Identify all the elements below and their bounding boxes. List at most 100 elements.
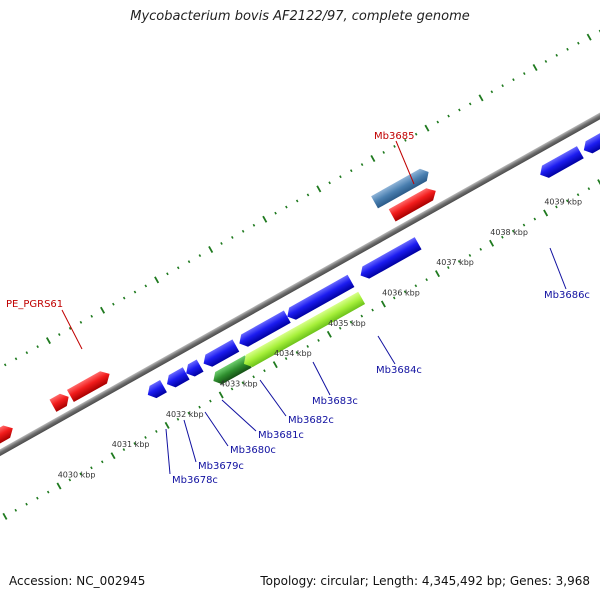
reverse-tick bbox=[468, 253, 472, 257]
leader-line bbox=[61, 309, 83, 350]
reverse-tick bbox=[241, 381, 245, 385]
forward-tick bbox=[501, 84, 504, 88]
reverse-tick bbox=[176, 417, 180, 421]
reverse-tick bbox=[252, 375, 255, 379]
forward-tick bbox=[512, 78, 515, 82]
reverse-tick bbox=[263, 369, 266, 373]
forward-tick bbox=[349, 169, 353, 173]
reverse-tick-row bbox=[2, 179, 600, 520]
reverse-tick bbox=[434, 270, 440, 278]
gene-mb3678c[interactable] bbox=[144, 380, 167, 401]
reverse-tick bbox=[576, 193, 580, 197]
forward-tick bbox=[45, 337, 51, 345]
gene-label-mb3686c[interactable]: Mb3686c bbox=[544, 290, 590, 301]
map-title: Mycobacterium bovis AF2122/97, complete … bbox=[130, 9, 470, 24]
reverse-tick bbox=[587, 187, 591, 191]
accession-text: Accession: NC_002945 bbox=[9, 574, 146, 588]
reverse-tick bbox=[68, 478, 72, 482]
gene-mb3684c[interactable] bbox=[357, 237, 422, 282]
forward-tick-row bbox=[3, 29, 600, 367]
forward-tick bbox=[424, 124, 430, 132]
reverse-tick bbox=[155, 429, 158, 433]
forward-tick bbox=[532, 64, 538, 71]
gene-label-mb3681c[interactable]: Mb3681c bbox=[258, 430, 304, 441]
reverse-tick bbox=[511, 229, 515, 233]
forward-tick bbox=[166, 272, 169, 276]
gene-reverse[interactable] bbox=[537, 146, 584, 181]
forward-tick bbox=[14, 357, 18, 361]
gene-highlight-light[interactable] bbox=[240, 291, 366, 370]
forward-tick bbox=[36, 345, 39, 349]
gene-highlight-dark[interactable] bbox=[210, 355, 252, 387]
reverse-tick bbox=[392, 296, 396, 300]
gene-label-mb3685[interactable]: Mb3685 bbox=[374, 131, 414, 142]
forward-tick bbox=[382, 151, 385, 154]
reverse-tick bbox=[230, 387, 234, 391]
reverse-tick bbox=[371, 308, 374, 312]
forward-tick bbox=[176, 266, 180, 270]
forward-tick bbox=[285, 205, 288, 209]
forward-tick bbox=[316, 185, 322, 193]
forward-genes bbox=[0, 166, 439, 464]
reverse-tick bbox=[122, 448, 126, 452]
reverse-tick bbox=[56, 482, 62, 490]
reverse-tick bbox=[555, 205, 558, 209]
forward-tick bbox=[306, 193, 310, 197]
forward-tick bbox=[100, 306, 106, 314]
gene-forward[interactable] bbox=[49, 391, 73, 412]
leader-line bbox=[395, 140, 415, 185]
gene-pe-pgrs61[interactable] bbox=[66, 368, 113, 403]
forward-tick bbox=[393, 144, 396, 148]
reverse-tick bbox=[306, 345, 310, 348]
reverse-tick bbox=[317, 338, 320, 342]
kbp-label: 4037 kbp bbox=[436, 258, 474, 267]
reverse-tick bbox=[522, 223, 526, 227]
reverse-tick bbox=[90, 466, 93, 470]
gene-label-mb3680c[interactable]: Mb3680c bbox=[230, 445, 276, 456]
reverse-tick bbox=[164, 421, 170, 429]
forward-tick bbox=[339, 175, 342, 179]
reverse-tick bbox=[284, 357, 288, 361]
gene-label-mb3684c[interactable]: Mb3684c bbox=[376, 365, 422, 376]
gene-mb3685[interactable] bbox=[388, 185, 439, 222]
reverse-tick bbox=[501, 235, 504, 239]
reverse-tick bbox=[326, 330, 332, 338]
forward-tick bbox=[436, 120, 440, 124]
reverse-tick bbox=[380, 300, 386, 308]
gene-label-mb3678c[interactable]: Mb3678c bbox=[172, 475, 218, 486]
gene-mb3682c[interactable] bbox=[236, 310, 291, 350]
kbp-scale: 4030 kbp 4031 kbp 4032 kbp 4033 kbp 4034… bbox=[58, 198, 582, 480]
gene-label-pe-pgrs61[interactable]: PE_PGRS61 bbox=[6, 299, 63, 310]
reverse-tick bbox=[14, 508, 18, 512]
kbp-label: 4036 kbp bbox=[382, 289, 420, 298]
reverse-tick bbox=[133, 442, 136, 445]
forward-tick bbox=[187, 260, 191, 264]
forward-tick bbox=[468, 102, 472, 106]
forward-tick bbox=[295, 199, 299, 203]
genome-strip: 4030 kbp 4031 kbp 4032 kbp 4033 kbp 4034… bbox=[0, 29, 600, 520]
forward-tick bbox=[58, 333, 61, 336]
gene-label-mb3683c[interactable]: Mb3683c bbox=[312, 396, 358, 407]
forward-tick bbox=[3, 363, 7, 367]
reverse-tick bbox=[447, 266, 450, 270]
gene-mb3681c[interactable] bbox=[200, 339, 240, 369]
forward-tick bbox=[544, 59, 548, 63]
gene-label-mb3679c[interactable]: Mb3679c bbox=[198, 461, 244, 472]
forward-tick bbox=[577, 41, 580, 45]
reverse-tick bbox=[110, 452, 116, 460]
reverse-tick bbox=[479, 247, 483, 251]
reverse-tick bbox=[543, 209, 549, 217]
gene-mb3683c[interactable] bbox=[284, 274, 355, 323]
kbp-label: 4033 kbp bbox=[220, 380, 258, 389]
reverse-tick bbox=[272, 361, 278, 369]
forward-tick bbox=[90, 314, 94, 318]
gene-mb3679c[interactable] bbox=[164, 367, 190, 390]
gene-mb3680c[interactable] bbox=[183, 359, 204, 379]
gene-mb3685-highlight[interactable] bbox=[371, 166, 432, 209]
gene-label-mb3682c[interactable]: Mb3682c bbox=[288, 415, 334, 426]
forward-tick bbox=[133, 290, 137, 294]
forward-tick bbox=[328, 181, 331, 185]
reverse-tick bbox=[100, 460, 104, 464]
forward-tick bbox=[220, 242, 223, 245]
